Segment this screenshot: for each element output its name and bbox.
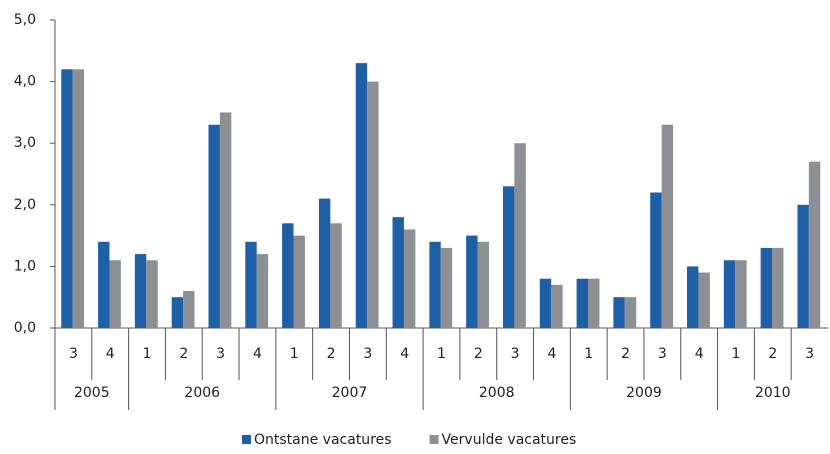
bar <box>367 81 379 328</box>
bar <box>698 272 710 328</box>
bar <box>72 69 85 328</box>
bar <box>502 186 515 328</box>
bar <box>61 69 73 328</box>
legend-swatch <box>429 435 439 444</box>
bar <box>760 247 773 328</box>
bar <box>551 284 563 328</box>
bar <box>797 204 809 328</box>
bar <box>245 241 257 328</box>
x-tick-label: 4 <box>253 346 262 362</box>
x-tick-label: 2 <box>768 346 777 362</box>
y-tick-label: 5,0 <box>14 12 36 28</box>
bar <box>687 266 699 328</box>
bar <box>808 161 821 328</box>
bar <box>588 278 600 328</box>
x-tick-label: 3 <box>658 346 667 362</box>
x-tick-label: 1 <box>732 346 741 362</box>
bar <box>735 260 747 328</box>
x-tick-label: 4 <box>400 346 409 362</box>
y-tick-label: 1,0 <box>14 258 36 274</box>
bar <box>282 223 294 328</box>
y-tick-label: 2,0 <box>14 197 36 213</box>
x-group-label: 2007 <box>332 385 368 401</box>
bar <box>293 235 305 328</box>
bar <box>772 247 784 328</box>
x-tick-label: 3 <box>69 346 78 362</box>
y-tick-label: 0,0 <box>14 320 36 336</box>
x-tick-label: 4 <box>695 346 704 362</box>
bar <box>514 143 526 328</box>
x-tick-label: 2 <box>327 346 336 362</box>
bar <box>723 260 736 328</box>
x-tick-label: 3 <box>805 346 814 362</box>
x-tick-label: 1 <box>143 346 152 362</box>
bar <box>650 192 662 328</box>
x-tick-label: 2 <box>179 346 188 362</box>
bar <box>661 124 674 328</box>
y-tick-label: 4,0 <box>14 74 36 90</box>
x-group-label: 2008 <box>479 385 515 401</box>
bar <box>429 241 441 328</box>
bar <box>624 297 637 328</box>
bar <box>355 63 368 329</box>
bar <box>613 297 625 328</box>
x-tick-label: 1 <box>437 346 446 362</box>
bar <box>256 254 269 328</box>
bar <box>146 260 158 328</box>
x-tick-label: 1 <box>290 346 299 362</box>
x-group-label: 2006 <box>184 385 220 401</box>
x-group-label: 2009 <box>626 385 662 401</box>
legend-label: Ontstane vacatures <box>254 432 392 448</box>
x-tick-label: 4 <box>547 346 556 362</box>
x-tick-label: 3 <box>511 346 520 362</box>
y-tick-label: 3,0 <box>14 135 36 151</box>
x-tick-label: 2 <box>621 346 630 362</box>
bar <box>98 241 110 328</box>
x-tick-label: 4 <box>106 346 115 362</box>
legend-swatch <box>242 435 251 444</box>
x-tick-label: 1 <box>584 346 593 362</box>
bar <box>403 229 416 328</box>
bar <box>330 223 342 328</box>
bar <box>440 247 453 328</box>
bar <box>466 235 478 328</box>
bar <box>539 278 552 328</box>
x-group-label: 2005 <box>74 385 110 401</box>
bar <box>477 241 489 328</box>
x-group-label: 2010 <box>755 385 791 401</box>
bar <box>392 217 404 328</box>
x-tick-label: 3 <box>363 346 372 362</box>
bar <box>109 260 121 328</box>
bar <box>576 278 589 328</box>
bar <box>134 254 147 328</box>
x-tick-label: 2 <box>474 346 483 362</box>
bar <box>208 124 220 328</box>
legend-label: Vervulde vacatures <box>442 432 577 448</box>
bar <box>171 297 184 328</box>
x-tick-label: 3 <box>216 346 225 362</box>
bar <box>183 291 195 328</box>
bar <box>219 112 232 329</box>
bar <box>318 198 331 328</box>
